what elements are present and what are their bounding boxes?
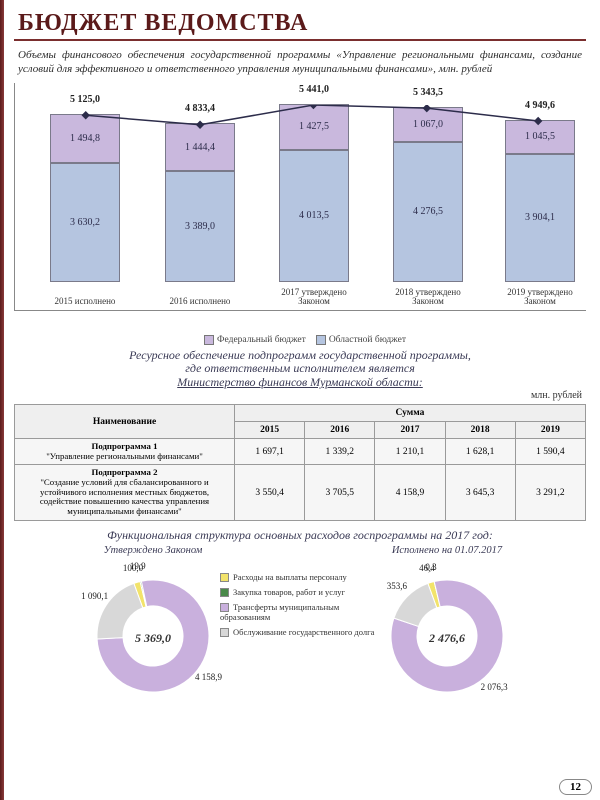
bar-chart-legend: Федеральный бюджетОбластной бюджет: [0, 335, 600, 345]
slice-label: 19,9: [130, 561, 146, 571]
donut-caption: Функциональная структура основных расход…: [0, 524, 600, 545]
slice-label: 2 076,3: [481, 682, 508, 692]
cell-value: 4 158,9: [375, 465, 445, 520]
donut-title: Исполнено на 01.07.2017: [347, 545, 547, 556]
table-caption: Ресурсное обеспечение подпрограмм госуда…: [0, 347, 600, 390]
donut-chart: Исполнено на 01.07.201746,40,32 076,3353…: [347, 545, 547, 713]
bar-segment: 3 389,0: [165, 171, 235, 282]
bar-segment: 4 276,5: [393, 142, 463, 282]
row-name: Подпрограмма 1"Управление региональными …: [15, 439, 235, 465]
cell-value: 3 645,3: [445, 465, 515, 520]
bar-group: 5 441,01 427,54 013,52017 утверждено Зак…: [279, 104, 349, 282]
unit-label: млн. рублей: [0, 390, 600, 401]
bar-segment: 1 045,5: [505, 120, 575, 154]
bar-total-label: 5 343,5: [393, 87, 463, 98]
donut-charts-row: Расходы на выплаты персоналуЗакупка това…: [0, 545, 600, 713]
bar-segment: 1 494,8: [50, 114, 120, 163]
bar-group: 5 125,01 494,83 630,22015 исполнено: [50, 114, 120, 282]
x-axis-label: 2015 исполнено: [43, 297, 127, 306]
caption-line: Ресурсное обеспечение подпрограмм госуда…: [129, 348, 471, 362]
bar-group: 5 343,51 067,04 276,52018 утверждено Зак…: [393, 107, 463, 282]
col-year: 2016: [305, 422, 375, 439]
donut-title: Утверждено Законом: [53, 545, 253, 556]
col-year: 2017: [375, 422, 445, 439]
bar-group: 4 949,61 045,53 904,12019 утверждено Зак…: [505, 120, 575, 282]
bar-group: 4 833,41 444,43 389,02016 исполнено: [165, 123, 235, 281]
col-name: Наименование: [15, 405, 235, 439]
col-year: 2019: [515, 422, 585, 439]
x-axis-label: 2016 исполнено: [158, 297, 242, 306]
cell-value: 1 697,1: [235, 439, 305, 465]
bar-total-label: 4 833,4: [165, 103, 235, 114]
cell-value: 1 590,4: [515, 439, 585, 465]
donut-chart: Утверждено Законом100,019,94 158,91 090,…: [53, 545, 253, 713]
cell-value: 3 705,5: [305, 465, 375, 520]
bar-total-label: 4 949,6: [505, 100, 575, 111]
stacked-bar-chart: 5 125,01 494,83 630,22015 исполнено4 833…: [14, 83, 586, 311]
x-axis-label: 2019 утверждено Законом: [498, 288, 582, 307]
slice-label: 0,3: [425, 562, 436, 572]
slice-label: 4 158,9: [195, 672, 222, 682]
cell-value: 3 550,4: [235, 465, 305, 520]
donut-center-value: 5 369,0: [53, 631, 253, 646]
bar-segment: 3 904,1: [505, 154, 575, 282]
col-year: 2018: [445, 422, 515, 439]
cell-value: 1 339,2: [305, 439, 375, 465]
cell-value: 3 291,2: [515, 465, 585, 520]
bar-total-label: 5 441,0: [279, 84, 349, 95]
bar-segment: 1 427,5: [279, 104, 349, 151]
col-sum: Сумма: [235, 405, 586, 422]
slice-label: 1 090,1: [81, 591, 108, 601]
x-axis-label: 2017 утверждено Законом: [272, 288, 356, 307]
chart-subtitle: Объемы финансового обеспечения государст…: [0, 41, 600, 81]
page-number-badge: 12: [559, 779, 592, 795]
x-axis-label: 2018 утверждено Законом: [386, 288, 470, 307]
bar-segment: 1 444,4: [165, 123, 235, 170]
bar-segment: 4 013,5: [279, 150, 349, 281]
subprogram-table: НаименованиеСумма20152016201720182019 Под…: [14, 404, 586, 521]
cell-value: 1 210,1: [375, 439, 445, 465]
donut-center-value: 2 476,6: [347, 631, 547, 646]
bar-total-label: 5 125,0: [50, 94, 120, 105]
page-title: БЮДЖЕТ ВЕДОМСТВА: [0, 0, 600, 39]
row-name: Подпрограмма 2"Создание условий для сбал…: [15, 465, 235, 520]
col-year: 2015: [235, 422, 305, 439]
bar-segment: 1 067,0: [393, 107, 463, 142]
caption-line: где ответственным исполнителем является: [185, 361, 415, 375]
cell-value: 1 628,1: [445, 439, 515, 465]
bar-segment: 3 630,2: [50, 163, 120, 282]
caption-line: Министерство финансов Мурманской области…: [177, 375, 423, 389]
slice-label: 353,6: [387, 581, 407, 591]
